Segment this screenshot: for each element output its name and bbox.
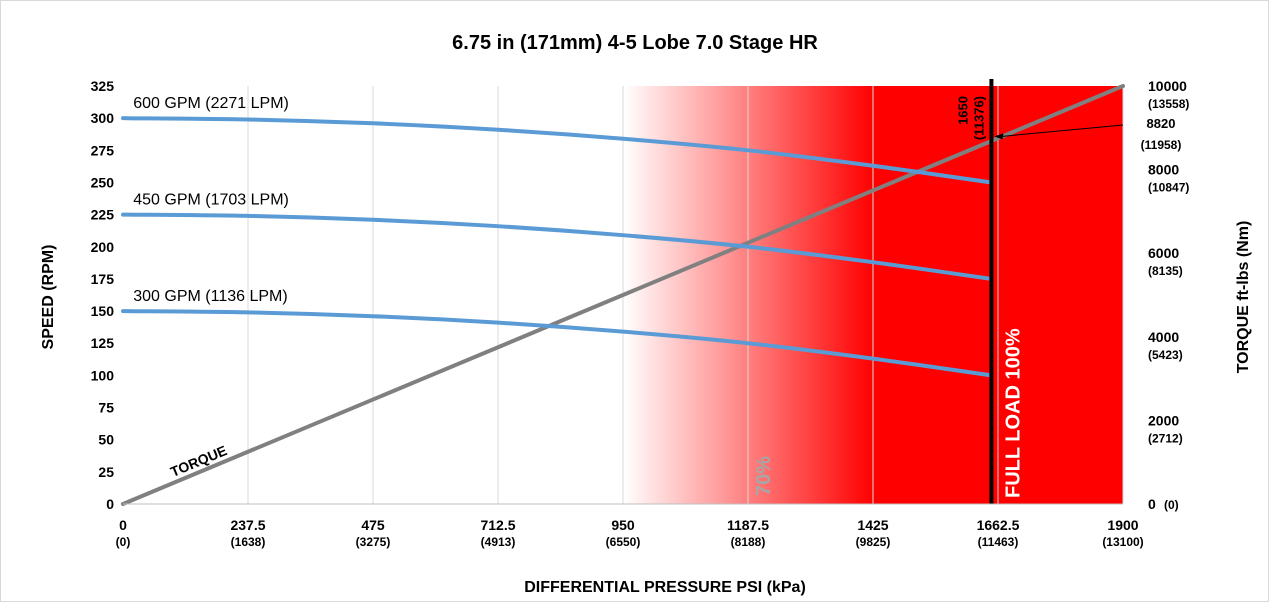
gridlines <box>247 86 1124 504</box>
x-tick-sublabel: (6550) <box>606 535 641 549</box>
series-label: 600 GPM (2271 LPM) <box>133 95 289 112</box>
y-tick-label: 275 <box>91 142 115 158</box>
y2-tick-sublabel: (13558) <box>1148 97 1189 111</box>
x-tick-sublabel: (8188) <box>731 535 766 549</box>
x-tick-label: 950 <box>611 517 635 533</box>
speed-series-line <box>121 309 994 378</box>
torque-line <box>121 84 1125 506</box>
seventy-percent-label: 70% <box>753 456 775 496</box>
full-load-kpa-label: (11376) <box>971 96 986 140</box>
speed-series-line <box>121 212 994 281</box>
axes: 0 (0) 237.5 (1638) 475 (3275) 712.5 (4913) 950 (6… <box>91 78 1190 549</box>
callout-arrowhead <box>994 133 1004 140</box>
series-label: 450 GPM (1703 LPM) <box>133 192 289 209</box>
callout-leader <box>1002 124 1124 137</box>
y2-tick-sublabel: (5423) <box>1148 348 1183 362</box>
y2-tick-label: 10000 <box>1148 78 1187 94</box>
y-tick-label: 225 <box>91 207 115 223</box>
x-tick-sublabel: (4913) <box>481 535 516 549</box>
speed-series-line <box>121 116 994 185</box>
y2-tick-label: 4000 <box>1148 329 1179 345</box>
x-tick-label: 1662.5 <box>977 517 1020 533</box>
x-tick-label: 712.5 <box>480 517 515 533</box>
y2-tick-sublabel: (8135) <box>1148 264 1183 278</box>
y2-tick-sublabel: (2712) <box>1148 431 1183 445</box>
x-tick-sublabel: (3275) <box>356 535 391 549</box>
chart-title: 6.75 in (171mm) 4-5 Lobe 7.0 Stage HR <box>452 32 818 54</box>
callout-nm-label: (11958) <box>1141 138 1182 152</box>
y-axis-label: SPEED (RPM) <box>40 245 57 350</box>
x-tick-label: 237.5 <box>230 517 265 533</box>
y2-tick-sublabel: (10847) <box>1148 181 1189 195</box>
y-tick-label: 325 <box>91 78 115 94</box>
callout-ftlb-label: 8820 <box>1147 116 1176 131</box>
annotations: 1650 (11376) FULL LOAD 100% 70% 8820 (11958) <box>753 79 1181 504</box>
x-tick-label: 475 <box>361 517 385 533</box>
x-tick-label: 0 <box>119 517 127 533</box>
y-tick-label: 100 <box>91 367 115 383</box>
x-tick-sublabel: (11463) <box>978 535 1019 549</box>
y2-tick-label: 2000 <box>1148 412 1179 428</box>
y-tick-label: 125 <box>91 335 115 351</box>
x-tick-label: 1187.5 <box>727 517 769 533</box>
x-axis-label: DIFFERENTIAL PRESSURE PSI (kPa) <box>524 579 806 596</box>
y-tick-label: 150 <box>91 303 115 319</box>
y-tick-label: 250 <box>91 174 115 190</box>
full-load-psi-label: 1650 <box>955 96 970 125</box>
y2-tick-label: 6000 <box>1148 245 1179 261</box>
y2-tick-sublabel: (0) <box>1164 498 1179 512</box>
x-tick-sublabel: (9825) <box>856 535 891 549</box>
series-label: 300 GPM (1136 LPM) <box>133 288 287 305</box>
x-tick-sublabel: (0) <box>116 535 131 549</box>
x-tick-label: 1900 <box>1107 517 1138 533</box>
full-load-zone-label: FULL LOAD 100% <box>1002 328 1024 498</box>
y2-tick-label: 8000 <box>1148 162 1179 178</box>
y-tick-label: 300 <box>91 110 115 126</box>
x-tick-sublabel: (1638) <box>231 535 266 549</box>
y-tick-label: 0 <box>106 496 114 512</box>
y2-tick-label: 0 <box>1148 496 1156 512</box>
y-tick-label: 175 <box>91 271 115 287</box>
y-tick-label: 75 <box>98 400 114 416</box>
x-tick-sublabel: (13100) <box>1102 535 1143 549</box>
y-tick-label: 50 <box>98 432 114 448</box>
x-tick-label: 1425 <box>857 517 888 533</box>
y2-axis-label: TORQUE ft-lbs (Nm) <box>1235 221 1252 374</box>
y-tick-label: 25 <box>98 464 114 480</box>
y-tick-label: 200 <box>91 239 115 255</box>
